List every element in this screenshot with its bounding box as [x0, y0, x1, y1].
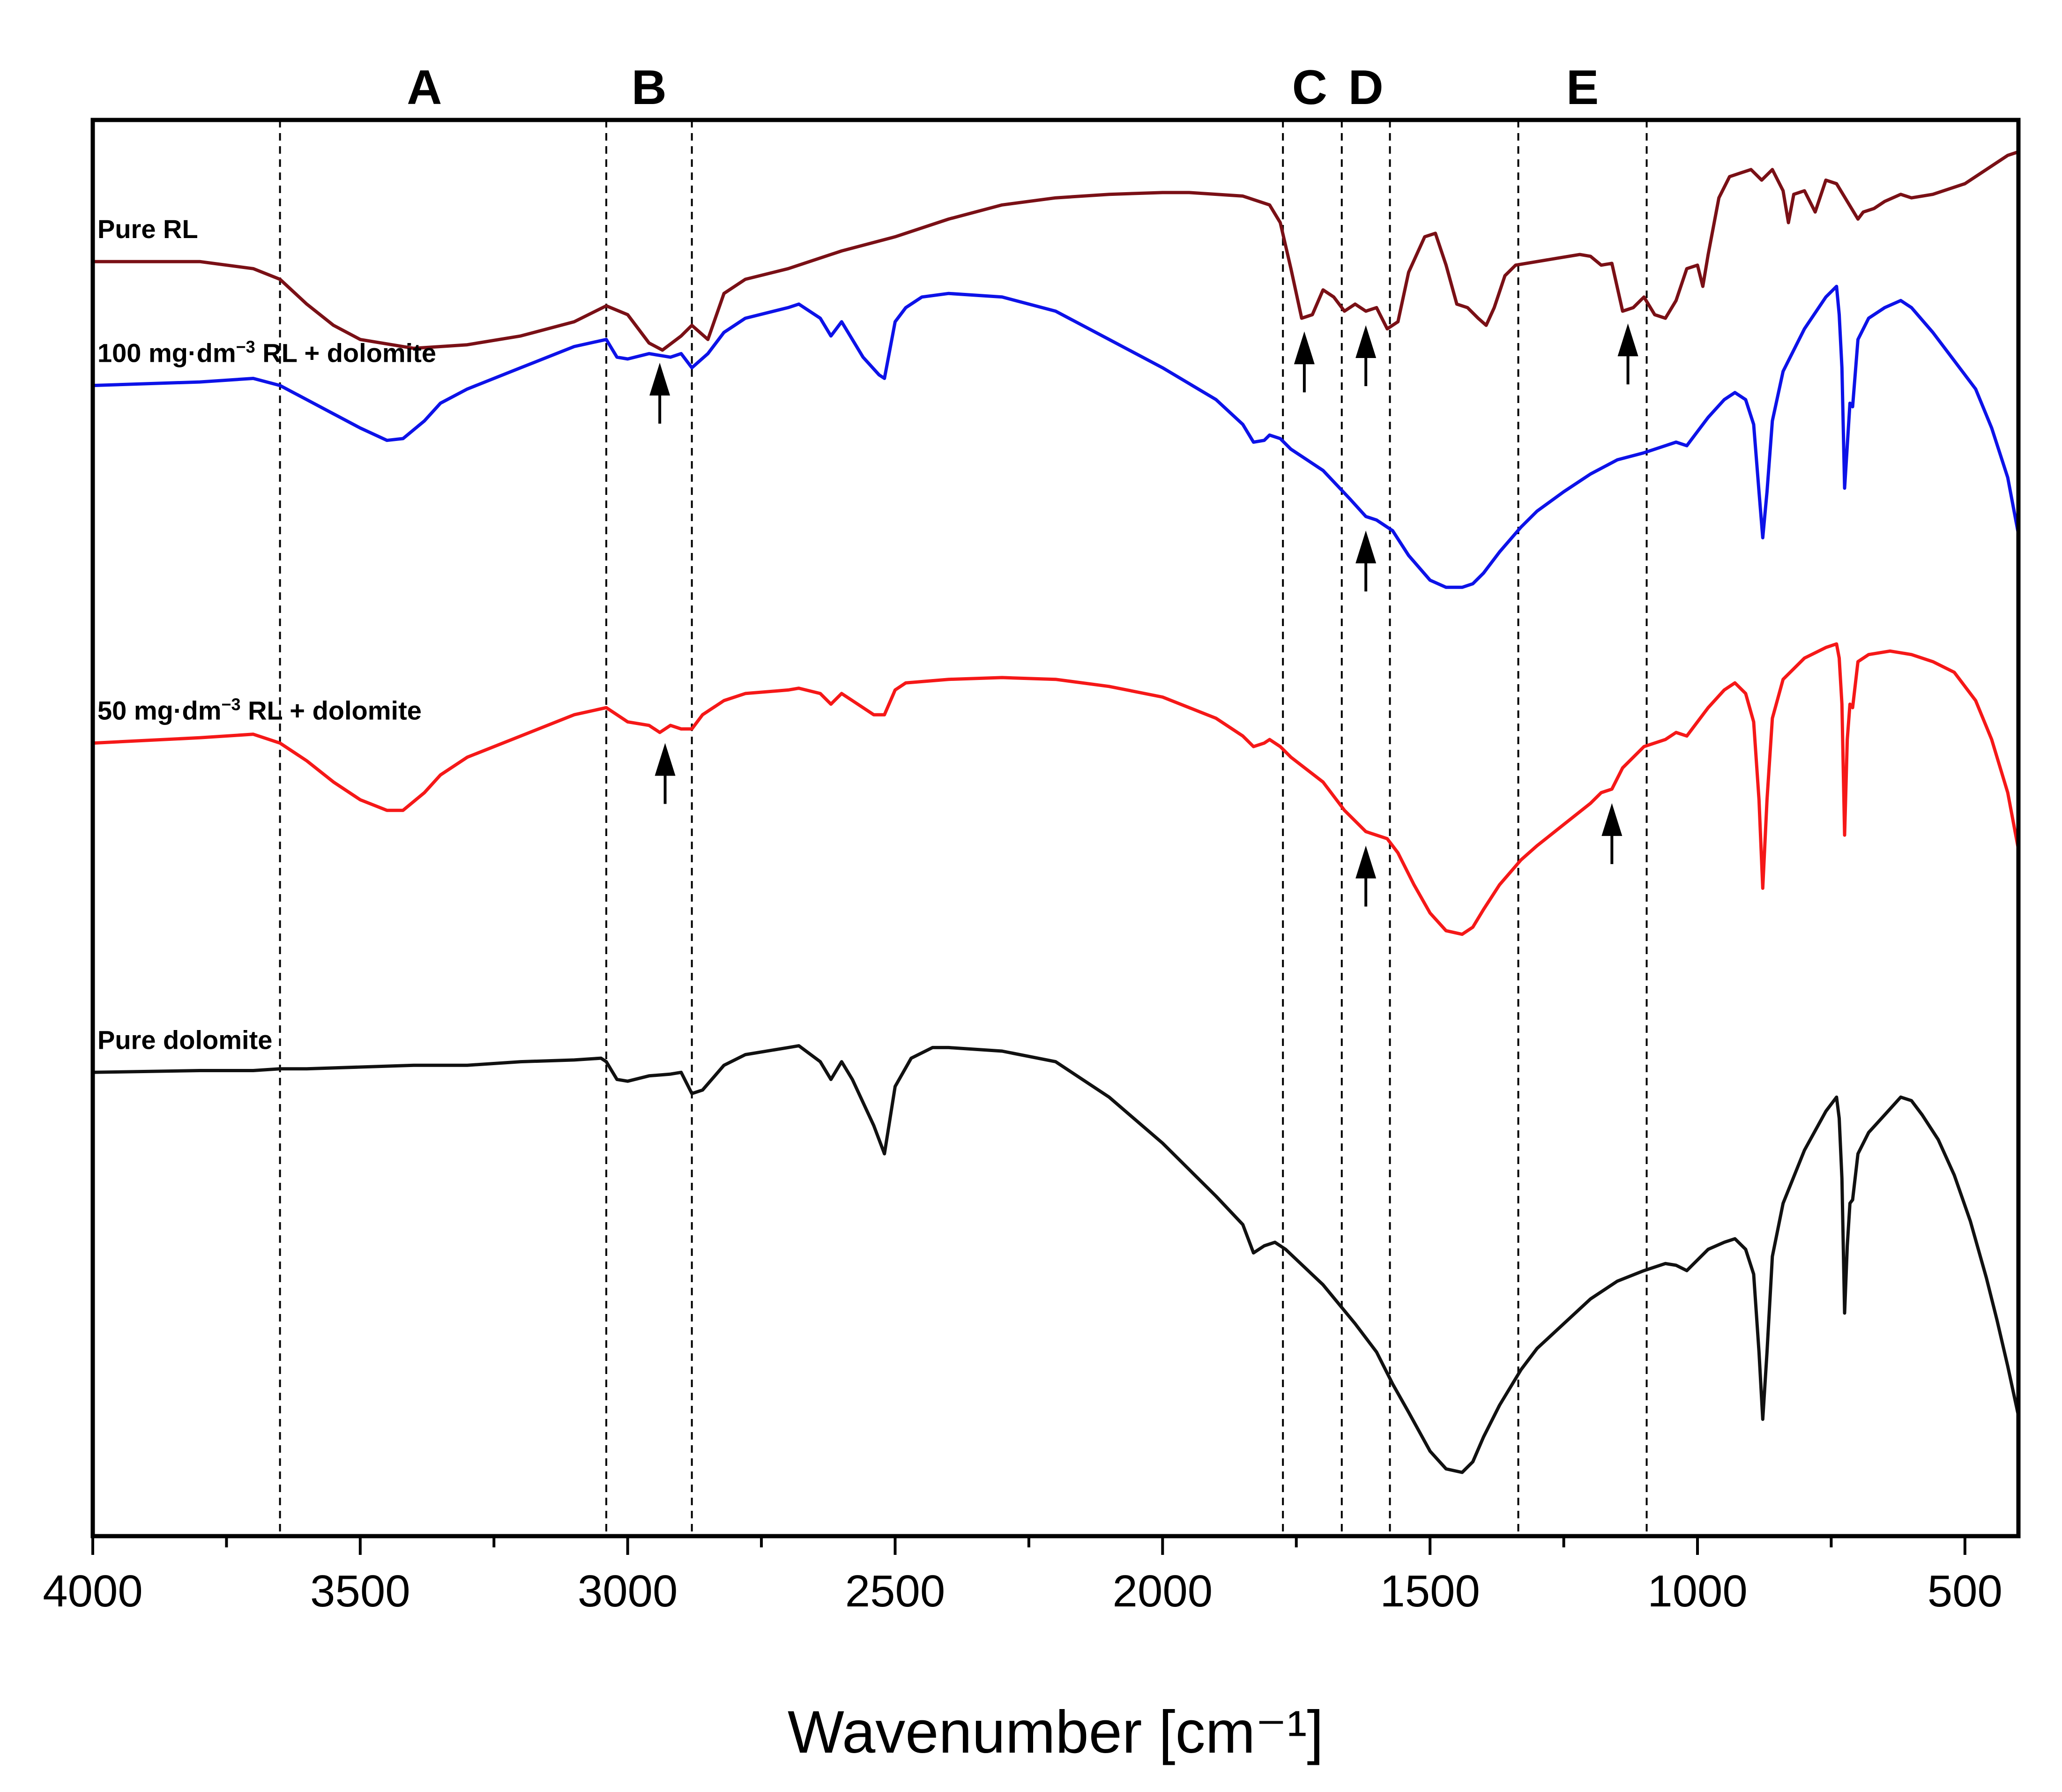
arrow-marker	[1294, 331, 1315, 393]
series-label-pure-dolomite: Pure dolomite	[97, 1025, 272, 1054]
x-tick-label: 500	[1928, 1566, 2002, 1616]
x-tick-label: 2000	[1113, 1566, 1213, 1616]
series-line-pure-dolomite	[92, 1044, 2020, 1474]
series-label-pure-rl: Pure RL	[97, 214, 198, 244]
series-label-part: −3	[236, 337, 255, 356]
arrow-markers	[649, 323, 1638, 907]
series-label-50-mg-dm-rl-dolomite: 50 mg·dm−3 RL + dolomite	[97, 694, 422, 725]
x-tick-label: 2500	[845, 1566, 945, 1616]
x-tick-label: 3000	[578, 1566, 678, 1616]
region-label-a: A	[407, 60, 442, 115]
arrow-marker	[1355, 325, 1377, 386]
series-label-part: RL + dolomite	[255, 338, 436, 368]
series-label-100-mg-dm-rl-dolomite: 100 mg·dm−3 RL + dolomite	[97, 337, 436, 368]
series-group	[92, 150, 2020, 1474]
series-label-part: RL + dolomite	[241, 696, 422, 725]
arrow-marker	[1355, 530, 1377, 592]
region-label-e: E	[1566, 60, 1599, 115]
arrow-marker	[1355, 845, 1377, 907]
region-label-b: B	[632, 60, 667, 115]
x-axis-title: Wavenumber [cm⁻¹]	[788, 1699, 1324, 1766]
arrow-marker	[655, 743, 676, 804]
series-label-part: Pure RL	[97, 214, 198, 244]
region-label-c: C	[1292, 60, 1327, 115]
x-tick-label: 4000	[43, 1566, 143, 1616]
plot-frame	[90, 118, 2021, 1538]
x-tick-label: 1000	[1647, 1566, 1748, 1616]
series-line-100-mg-dm-rl-dolomite	[92, 284, 2020, 589]
x-axis: 4000 3500 3000 2500 2000 1500 1000 500	[43, 1536, 2002, 1616]
series-line-pure-rl	[93, 150, 2019, 352]
x-tick-label: 3500	[310, 1566, 410, 1616]
series-line-50-mg-dm-rl-dolomite	[92, 642, 2020, 936]
series-label-part: 100 mg·dm	[97, 338, 236, 368]
series-label-part: 50 mg·dm	[97, 696, 222, 725]
arrow-marker	[649, 363, 670, 424]
series-label-part: −3	[222, 694, 241, 714]
arrow-marker	[1601, 803, 1623, 864]
series-label-part: Pure dolomite	[97, 1025, 272, 1054]
region-label-d: D	[1348, 60, 1384, 115]
arrow-marker	[1617, 323, 1638, 385]
x-tick-label: 1500	[1380, 1566, 1480, 1616]
